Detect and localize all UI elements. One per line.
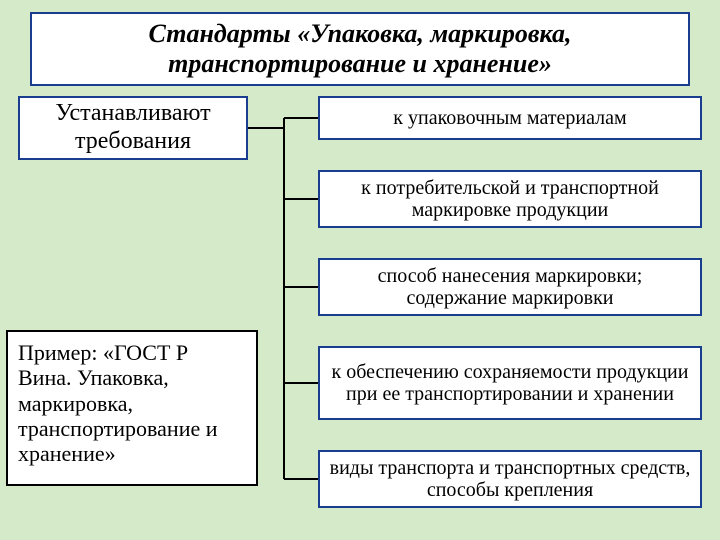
title-box: Стандарты «Упаковка, маркировка, транспо… [30,12,690,86]
right-item-1-text: к потребительской и транспортной маркиро… [328,177,692,221]
title-text: Стандарты «Упаковка, маркировка, транспо… [40,19,680,79]
right-item-3-text: к обеспечению сохраняемости продукции пр… [328,361,692,405]
right-item-0: к упаковочным материалам [318,96,702,140]
left-requirements-text: Устанавливают требования [28,100,238,155]
left-requirements-box: Устанавливают требования [18,96,248,160]
right-item-1: к потребительской и транспортной маркиро… [318,170,702,228]
right-item-4-text: виды транспорта и транспортных средств, … [328,457,692,501]
right-item-4: виды транспорта и транспортных средств, … [318,450,702,508]
right-item-2-text: способ нанесения маркировки; содержание … [328,265,692,309]
right-item-0-text: к упаковочным материалам [393,107,626,129]
example-box: Пример: «ГОСТ Р Вина. Упаковка, маркиров… [6,330,258,486]
right-item-3: к обеспечению сохраняемости продукции пр… [318,346,702,420]
right-item-2: способ нанесения маркировки; содержание … [318,258,702,316]
example-text: Пример: «ГОСТ Р Вина. Упаковка, маркиров… [18,340,246,466]
